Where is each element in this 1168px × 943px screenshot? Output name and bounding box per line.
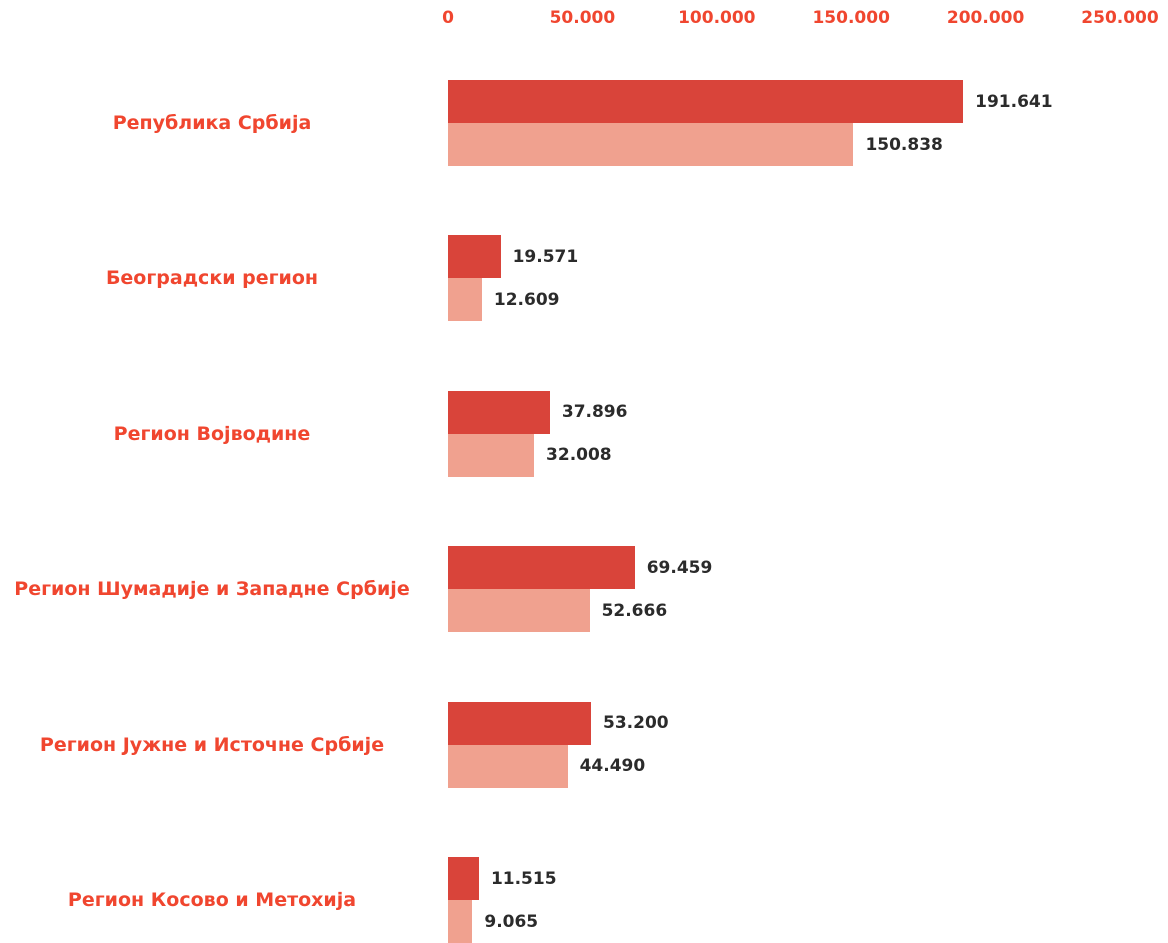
bar [448,390,550,434]
bar [448,589,590,633]
value-label: 19.571 [512,246,579,267]
bar [448,546,635,590]
value-label: 12.609 [493,289,560,310]
value-label: 191.641 [975,91,1053,112]
category-label: Регион Јужне и Источне Србије [39,733,385,756]
x-tick-label: 200.000 [946,8,1025,28]
category-label: Република Србија [112,112,312,134]
bar [448,278,482,322]
x-tick-label: 250.000 [1081,8,1159,28]
x-tick-label: 150.000 [812,8,890,28]
value-label: 37.896 [561,402,628,423]
bar [448,857,479,900]
category-label: Београдски регион [105,267,319,290]
x-tick-label: 0 [442,8,454,28]
bar [448,433,535,477]
bar [448,80,964,123]
bar [448,235,501,279]
value-label: 69.459 [646,557,713,578]
value-label: 52.666 [601,600,668,621]
category-label: Регион Шумадије и Западне Србије [14,578,410,601]
value-label: 44.490 [579,756,646,777]
bar [448,900,473,943]
x-tick-label: 50.000 [549,8,616,28]
category-label: Регион Косово и Метохија [67,889,357,911]
bar [448,701,591,745]
value-label: 9.065 [484,911,539,932]
bar [448,123,854,166]
value-label: 11.515 [490,868,557,889]
x-tick-label: 100.000 [678,8,756,28]
bar [448,744,568,788]
category-label: Регион Војводине [113,422,311,445]
value-label: 150.838 [865,134,943,155]
value-label: 53.200 [603,713,669,734]
value-label: 32.008 [546,445,612,466]
